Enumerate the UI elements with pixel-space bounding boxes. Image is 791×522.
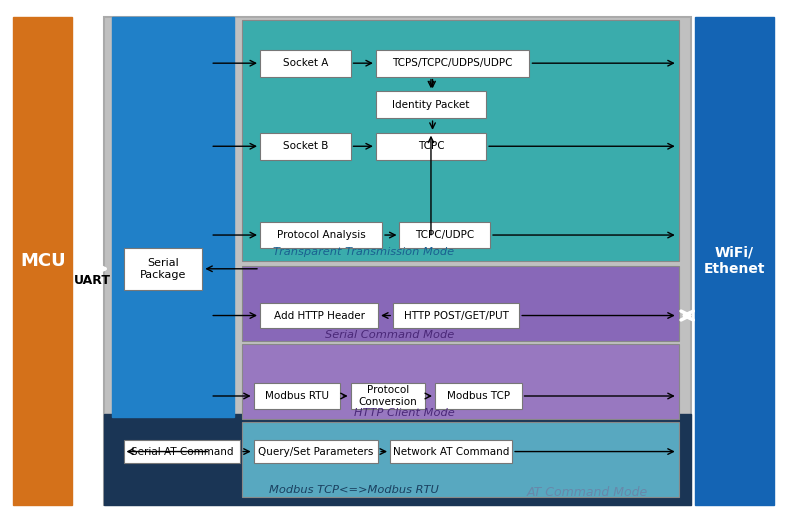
Text: HTTP POST/GET/PUT: HTTP POST/GET/PUT	[403, 311, 509, 321]
Text: TCPC/UDPC: TCPC/UDPC	[415, 230, 475, 240]
FancyBboxPatch shape	[254, 383, 340, 409]
Text: Modbus RTU: Modbus RTU	[265, 391, 329, 401]
Text: Modbus TCP<=>Modbus RTU: Modbus TCP<=>Modbus RTU	[269, 485, 439, 495]
FancyBboxPatch shape	[260, 50, 350, 77]
Text: Transparent Transmission Mode: Transparent Transmission Mode	[274, 247, 455, 257]
Text: Socket A: Socket A	[282, 58, 328, 68]
Text: Identity Packet: Identity Packet	[392, 100, 470, 110]
FancyBboxPatch shape	[242, 344, 679, 419]
FancyBboxPatch shape	[376, 133, 486, 160]
Text: Serial
Package: Serial Package	[140, 258, 186, 280]
Text: Serial AT Command: Serial AT Command	[131, 446, 233, 457]
FancyBboxPatch shape	[104, 414, 691, 505]
Text: Protocol Analysis: Protocol Analysis	[277, 230, 365, 240]
Text: Query/Set Parameters: Query/Set Parameters	[258, 446, 373, 457]
Text: UART: UART	[74, 274, 112, 287]
FancyBboxPatch shape	[112, 17, 234, 417]
FancyBboxPatch shape	[242, 266, 679, 341]
FancyBboxPatch shape	[242, 422, 679, 497]
FancyBboxPatch shape	[260, 303, 378, 328]
FancyBboxPatch shape	[123, 248, 202, 290]
Text: TCPS/TCPC/UDPS/UDPC: TCPS/TCPC/UDPS/UDPC	[392, 58, 513, 68]
FancyBboxPatch shape	[260, 133, 350, 160]
Text: Serial Command Mode: Serial Command Mode	[325, 330, 455, 340]
FancyBboxPatch shape	[13, 17, 72, 505]
FancyBboxPatch shape	[104, 17, 691, 505]
Text: WiFi/
Ethenet: WiFi/ Ethenet	[704, 246, 765, 276]
FancyBboxPatch shape	[242, 19, 679, 261]
Text: HTTP Client Mode: HTTP Client Mode	[354, 408, 455, 418]
FancyBboxPatch shape	[393, 303, 519, 328]
FancyBboxPatch shape	[376, 50, 529, 77]
Text: AT Command Mode: AT Command Mode	[527, 485, 648, 499]
FancyBboxPatch shape	[399, 222, 490, 248]
FancyBboxPatch shape	[260, 222, 382, 248]
FancyBboxPatch shape	[123, 440, 240, 464]
Text: Socket B: Socket B	[282, 141, 328, 151]
FancyBboxPatch shape	[435, 383, 521, 409]
Text: Network AT Command: Network AT Command	[393, 446, 509, 457]
FancyBboxPatch shape	[254, 440, 378, 464]
FancyBboxPatch shape	[376, 91, 486, 118]
FancyBboxPatch shape	[695, 17, 774, 505]
FancyBboxPatch shape	[390, 440, 512, 464]
Text: TCPC: TCPC	[418, 141, 445, 151]
Text: MCU: MCU	[21, 252, 66, 270]
Text: Protocol
Conversion: Protocol Conversion	[358, 385, 418, 407]
Text: Add HTTP Header: Add HTTP Header	[274, 311, 365, 321]
Text: Modbus TCP: Modbus TCP	[447, 391, 510, 401]
FancyBboxPatch shape	[350, 383, 426, 409]
